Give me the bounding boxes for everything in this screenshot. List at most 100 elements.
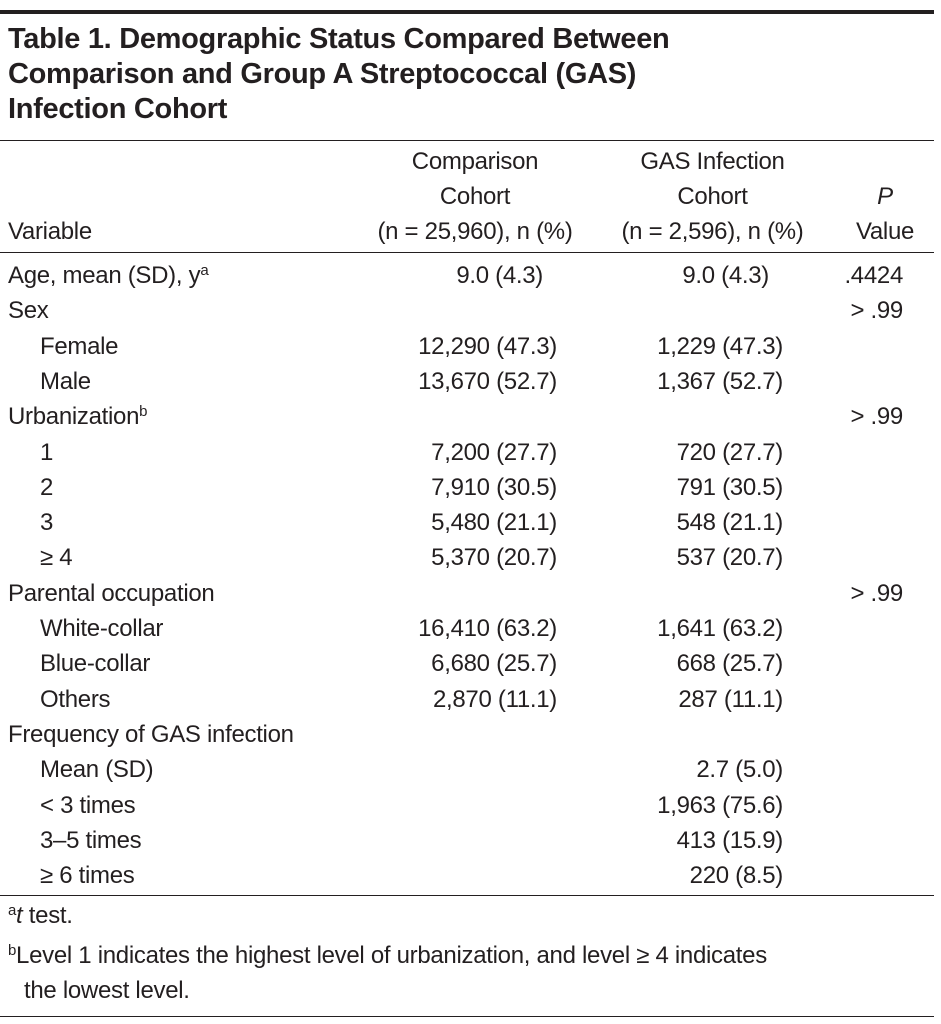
header-line: Value	[855, 218, 915, 245]
p-value: > .99	[850, 297, 903, 325]
footnote-b: bLevel 1 indicates the highest level of …	[8, 938, 767, 973]
bottom-rule	[0, 1016, 934, 1017]
p-value: > .99	[850, 403, 903, 431]
row-label-text: Age, mean (SD), y	[8, 262, 201, 289]
row-label: Mean (SD)	[40, 752, 154, 787]
row-label-text: Blue-collar	[40, 650, 151, 678]
comparison-value: 5,370 (20.7)	[431, 544, 557, 572]
gas-value: 1,963 (75.6)	[657, 791, 783, 819]
gas-value: 1,641 (63.2)	[657, 615, 783, 642]
table-row: Male 13,670 (52.7) 1,367 (52.7)	[0, 364, 934, 399]
gas-value: 413 (15.9)	[676, 826, 784, 854]
gas-value: 791 (30.5)	[676, 473, 784, 501]
table-row: White-collar 16,410 (63.2) 1,641 (63.2)	[0, 611, 934, 646]
row-label-text: Frequency of GAS infection	[8, 720, 294, 748]
row-label-text: Mean (SD)	[40, 756, 154, 784]
header-line: GAS Infection	[640, 148, 785, 175]
row-label-text: Sex	[8, 297, 49, 325]
row-label: < 3 times	[40, 788, 136, 823]
comparison-value: 2,870 (11.1)	[432, 685, 557, 713]
footnote-text: test.	[22, 902, 73, 929]
footnote-mark: a	[8, 902, 17, 919]
comparison-value: 7,910 (30.5)	[431, 473, 557, 501]
footnote-mark: a	[200, 262, 209, 279]
footnote-mark: b	[8, 942, 17, 959]
header-line: P	[877, 183, 893, 210]
header-top-rule	[0, 140, 934, 141]
row-label-text: Urbanization	[8, 403, 140, 431]
footnote-a: at test.	[8, 898, 73, 933]
gas-value: 1,229 (47.3)	[657, 332, 783, 360]
row-label: Frequency of GAS infection	[8, 717, 294, 752]
table-row: Frequency of GAS infection	[0, 717, 934, 752]
table-row: Urbanizationb > .99	[0, 399, 934, 434]
row-label: 3–5 times	[40, 823, 142, 858]
header-line: Cohort	[439, 183, 511, 210]
table-row: < 3 times 1,963 (75.6)	[0, 788, 934, 823]
top-rule	[0, 10, 934, 14]
body-bottom-rule	[0, 895, 934, 896]
gas-value: 537 (20.7)	[676, 544, 784, 572]
header-line: Cohort	[677, 183, 748, 210]
gas-value: 2.7 (5.0)	[696, 756, 783, 784]
row-label: Others	[40, 682, 111, 717]
header-line: Comparison	[411, 148, 539, 175]
comparison-value: 16,410 (63.2)	[418, 615, 557, 642]
row-label-text: < 3 times	[40, 791, 136, 819]
comparison-value: 5,480 (21.1)	[431, 509, 557, 537]
footnote-text: Level 1 indicates the highest level of u…	[16, 942, 767, 969]
gas-value: 220 (8.5)	[689, 862, 784, 890]
row-label-text: 2	[40, 473, 54, 501]
gas-value: 720 (27.7)	[676, 438, 784, 466]
comparison-value: 6,680 (25.7)	[431, 650, 557, 678]
table-row: Female 12,290 (47.3) 1,229 (47.3)	[0, 329, 934, 364]
row-label: 3	[40, 505, 53, 540]
row-label-text: ≥ 4	[40, 544, 73, 572]
p-value: > .99	[850, 579, 903, 607]
header-p: P Value	[840, 179, 930, 249]
row-label-text: Male	[40, 367, 91, 395]
table-row: Others 2,870 (11.1) 287 (11.1)	[0, 682, 934, 717]
row-label-text: Female	[40, 332, 119, 360]
p-value: .4424	[844, 262, 903, 289]
row-label-text: 3–5 times	[40, 826, 142, 854]
table-row: Parental occupation > .99	[0, 576, 934, 611]
header-variable: Variable	[8, 218, 92, 245]
comparison-value: 7,200 (27.7)	[431, 438, 557, 466]
footnote-mark: b	[139, 403, 148, 421]
row-label: Blue-collar	[40, 646, 150, 681]
row-label: ≥ 4	[40, 540, 73, 575]
gas-value: 668 (25.7)	[676, 650, 784, 678]
table-row: 3–5 times 413 (15.9)	[0, 823, 934, 858]
title-line: Table 1. Demographic Status Compared Bet…	[8, 23, 670, 55]
row-label: ≥ 6 times	[40, 858, 135, 893]
row-label-text: Others	[40, 685, 111, 713]
table-row: ≥ 6 times 220 (8.5)	[0, 858, 934, 893]
row-label: White-collar	[40, 611, 163, 646]
row-label-text: 3	[40, 509, 54, 537]
header-comparison: Comparison Cohort (n = 25,960), n (%)	[360, 144, 590, 249]
footnote-b-continued: the lowest level.	[24, 977, 190, 1004]
row-label: 2	[40, 470, 53, 505]
gas-value: 548 (21.1)	[676, 509, 784, 537]
gas-value: 9.0 (4.3)	[682, 262, 769, 289]
row-label: 1	[40, 435, 53, 470]
table-row: ≥ 4 5,370 (20.7) 537 (20.7)	[0, 540, 934, 575]
table-row: Sex > .99	[0, 293, 934, 328]
table-row: 2 7,910 (30.5) 791 (30.5)	[0, 470, 934, 505]
table-row: 1 7,200 (27.7) 720 (27.7)	[0, 435, 934, 470]
gas-value: 287 (11.1)	[678, 685, 783, 713]
header-gas: GAS Infection Cohort (n = 2,596), n (%)	[600, 144, 825, 249]
row-label-text: Parental occupation	[8, 579, 215, 607]
row-label: Urbanizationb	[8, 399, 148, 434]
header-line: (n = 2,596), n (%)	[621, 218, 804, 245]
row-label: Sex	[8, 293, 49, 328]
comparison-value: 12,290 (47.3)	[418, 332, 557, 360]
footnote-italic: t	[16, 902, 23, 929]
header-bottom-rule	[0, 252, 934, 253]
title-line: Comparison and Group A Streptococcal (GA…	[8, 58, 637, 90]
table-title: Table 1. Demographic Status Compared Bet…	[8, 22, 908, 127]
comparison-value: 9.0 (4.3)	[456, 262, 543, 289]
header-line: (n = 25,960), n (%)	[377, 218, 573, 245]
